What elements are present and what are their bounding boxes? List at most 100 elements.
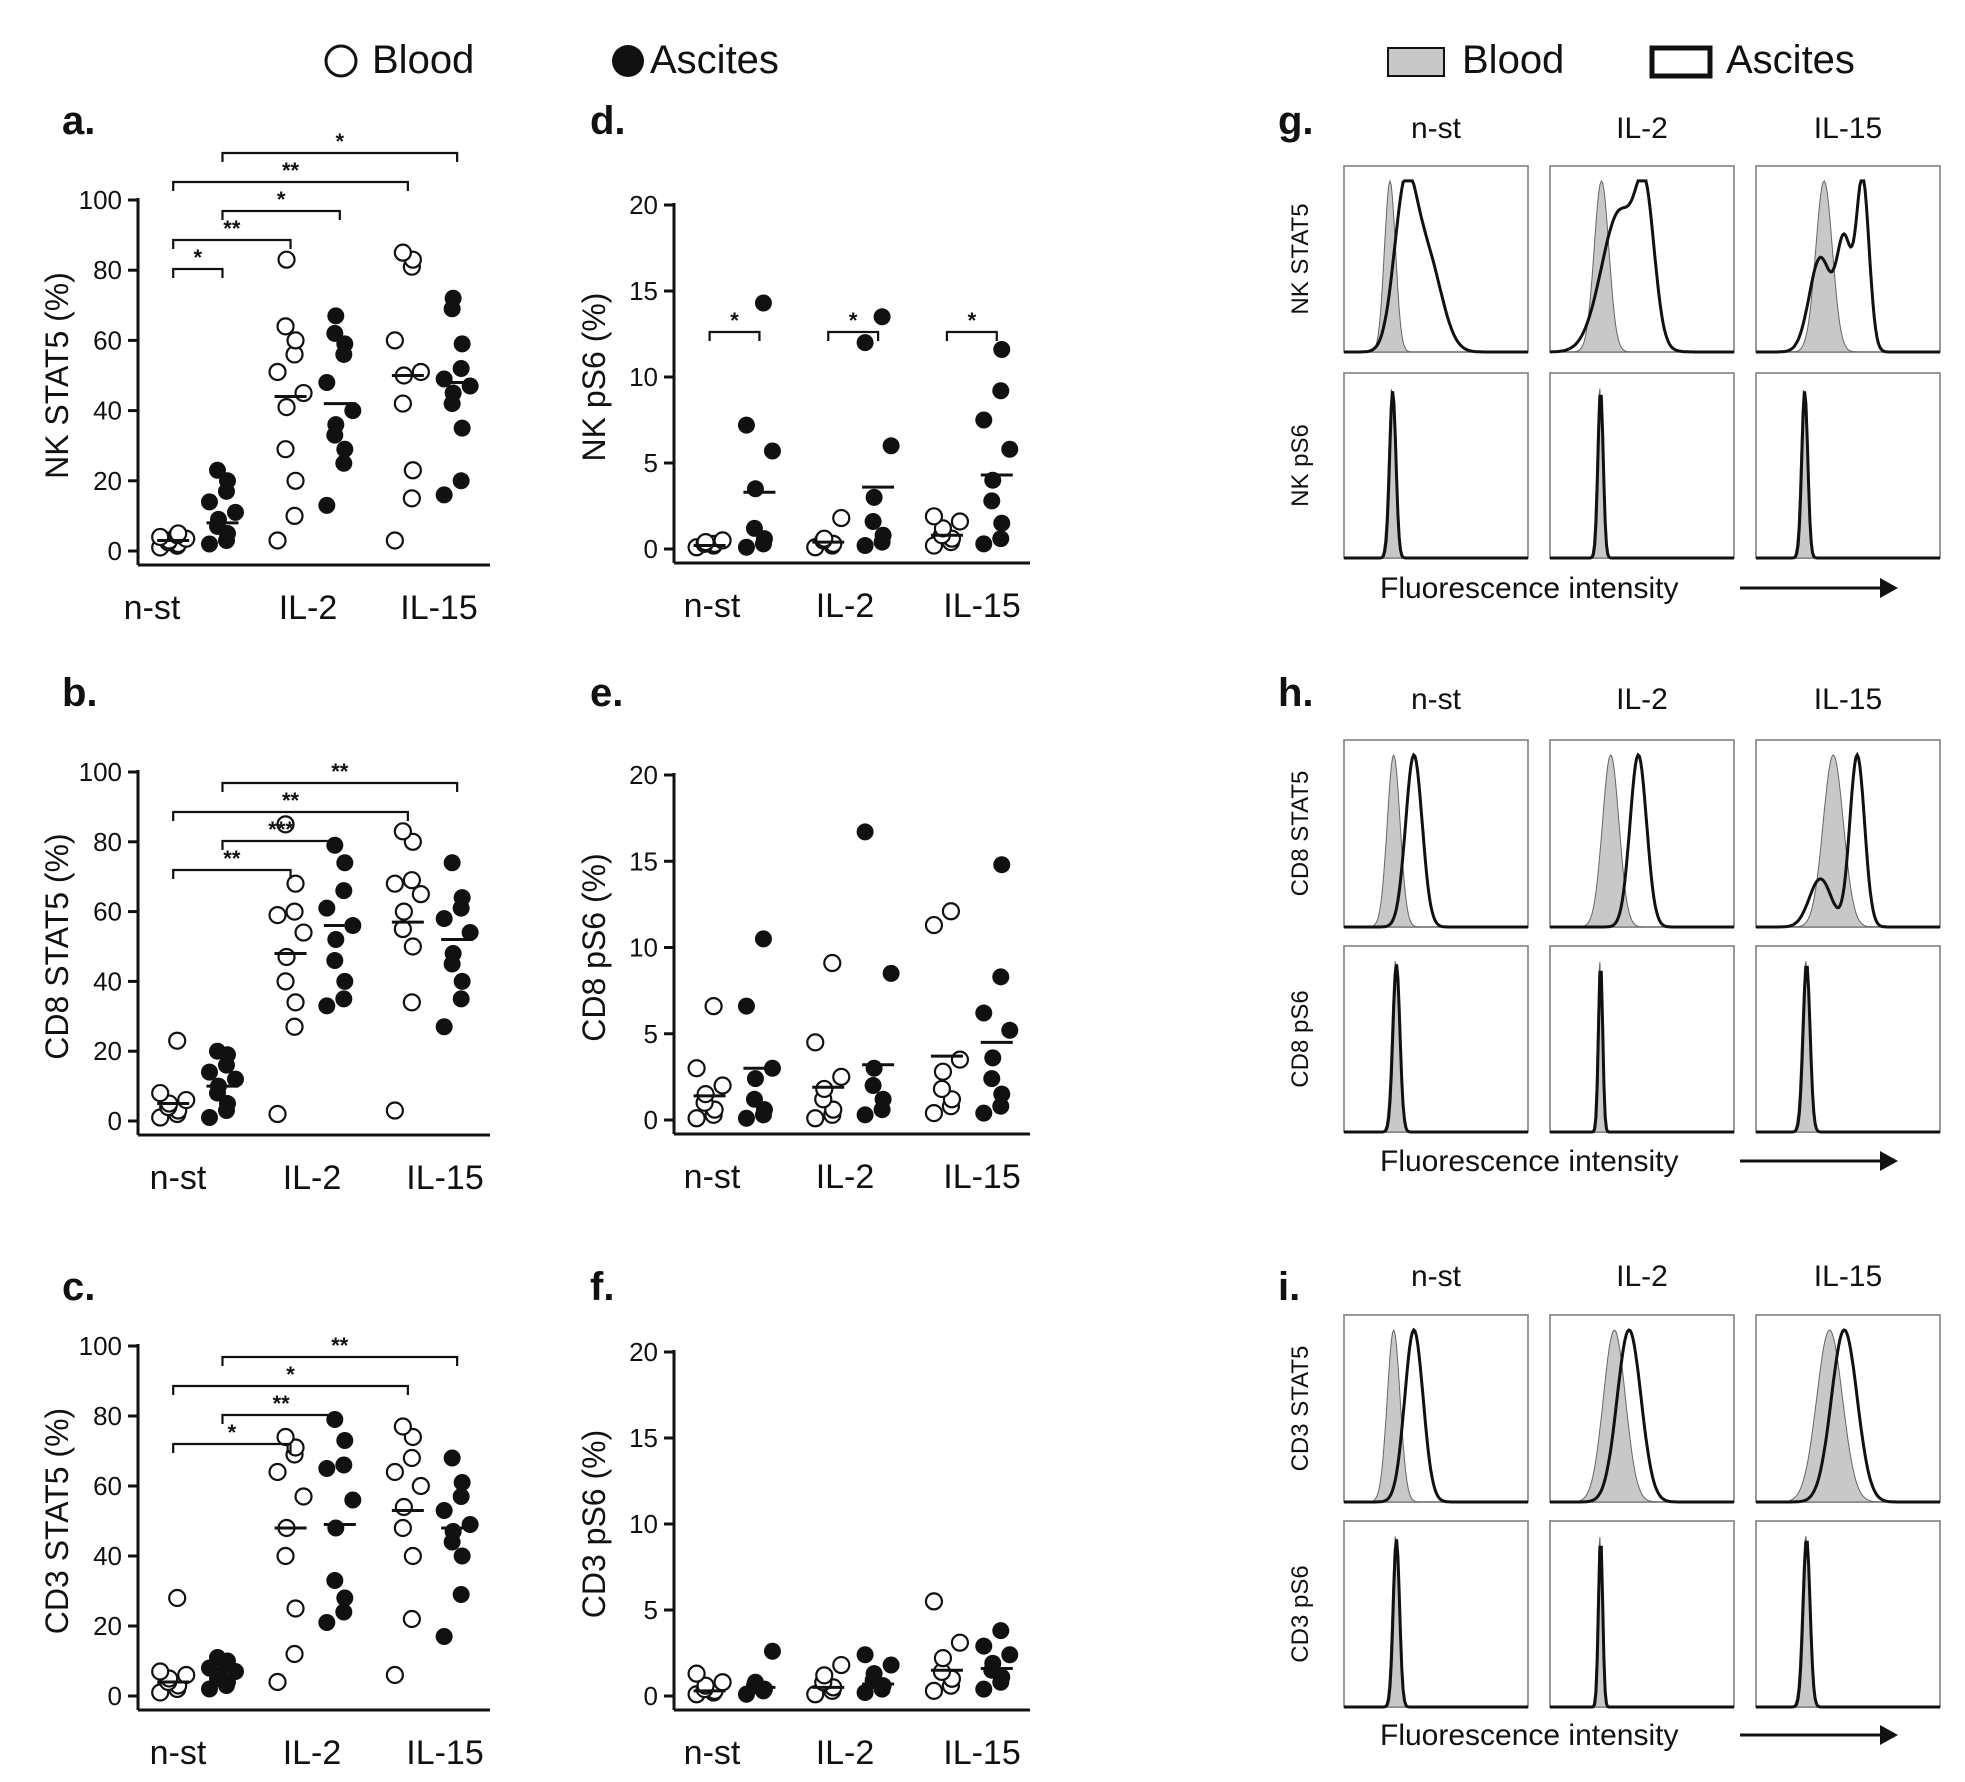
ascites-point (1001, 440, 1019, 458)
blood-point (385, 1665, 404, 1685)
ascites-point (874, 526, 892, 544)
blood-point (815, 1666, 834, 1685)
ascites-point (444, 944, 462, 962)
significance-bracket (172, 1442, 292, 1453)
y-tick-label: 20 (93, 1036, 122, 1066)
blood-point (394, 1497, 413, 1517)
row-title: CD8 STAT5 (1287, 771, 1314, 897)
blood-point (832, 508, 851, 528)
y-tick-label: 60 (93, 1471, 122, 1501)
ascites-point (1001, 1021, 1019, 1039)
y-tick-label: 20 (629, 1337, 658, 1367)
ascites-point (209, 510, 227, 528)
ascites-histogram (1550, 1545, 1734, 1709)
ascites-point (992, 382, 1010, 400)
blood-point (276, 972, 295, 991)
ascites-point (461, 1516, 479, 1533)
column-title-IL-2: IL-2 (1616, 683, 1668, 716)
blood-point (932, 1079, 952, 1099)
intensity-arrow-head (1880, 1151, 1898, 1171)
blood-point (286, 471, 305, 490)
blood-point (924, 1103, 944, 1123)
blood-point (402, 1609, 421, 1629)
ascites-point (327, 307, 345, 325)
significance-label: ** (331, 759, 349, 784)
significance-label: ** (282, 788, 300, 813)
ascites-point (984, 1049, 1002, 1067)
y-tick-label: 5 (644, 1019, 658, 1049)
ascites-point (200, 493, 218, 511)
x-tick-label-n-st: n-st (684, 587, 741, 625)
x-tick-label-IL-15: IL-15 (943, 1158, 1021, 1196)
ascites-point (200, 535, 218, 553)
histogram-frame (1343, 739, 1529, 928)
ascites-point (435, 1018, 453, 1036)
ascites-point (326, 324, 344, 342)
blood-point (286, 993, 305, 1012)
histogram-frame (1343, 945, 1529, 1133)
significance-label: * (277, 187, 286, 212)
ascites-point (864, 512, 882, 530)
blood-point (941, 902, 961, 921)
blood-point (276, 1427, 295, 1447)
ascites-histogram (1550, 179, 1734, 354)
ascites-point (435, 910, 453, 928)
significance-label: * (286, 1362, 295, 1387)
ascites-point (435, 1502, 453, 1519)
y-tick-label: 80 (93, 255, 122, 285)
blood-point (277, 250, 296, 269)
intensity-arrow-head (1880, 1725, 1898, 1745)
y-tick-label: 0 (644, 1105, 658, 1135)
ascites-point (975, 1680, 993, 1698)
ascites-point (1001, 1646, 1019, 1664)
ascites-point (856, 823, 874, 841)
y-tick-label: 60 (93, 897, 122, 927)
blood-legend-label: Blood (372, 38, 474, 82)
panel-label-g: g. (1278, 99, 1314, 143)
blood-point (394, 902, 413, 921)
ascites-point (745, 1090, 763, 1108)
blood-point (924, 915, 944, 935)
blood-hist-label: Blood (1462, 38, 1564, 82)
x-tick-label-n-st: n-st (684, 1734, 741, 1772)
histogram-frame (1755, 372, 1941, 559)
blood-point (832, 1655, 851, 1675)
significance-bracket (221, 1413, 341, 1424)
y-tick-label: 5 (644, 1595, 658, 1625)
column-title-n-st: n-st (1411, 1260, 1462, 1293)
ascites-point (336, 1432, 354, 1449)
blood-point (285, 902, 304, 921)
y-tick-label: 15 (629, 276, 658, 306)
ascites-histogram (1344, 391, 1528, 560)
blood-point (832, 1067, 851, 1086)
blood-point (385, 331, 404, 350)
blood-point (411, 1476, 430, 1496)
y-tick-label: 10 (629, 362, 658, 392)
intensity-arrow-head (1880, 578, 1898, 598)
significance-label: ** (223, 846, 241, 871)
row-title: NK STAT5 (1287, 203, 1314, 314)
ascites-point (882, 964, 900, 982)
ascites-hist-swatch (1649, 45, 1713, 79)
blood-point (403, 937, 422, 956)
ascites-histogram (1756, 751, 1940, 929)
y-axis-title: CD8 STAT5 (%) (39, 833, 75, 1059)
significance-label: * (194, 245, 203, 270)
blood-point (151, 1083, 170, 1103)
blood-point (411, 885, 430, 904)
ascites-point (327, 1519, 345, 1537)
scatter-panel-c: c. 0 20 40 60 80 100 CD3 STAT5 (%) n-st IL-2 IL-15… (39, 1265, 490, 1772)
ascites-point (226, 1070, 244, 1088)
ascites-point (983, 492, 1001, 510)
blood-point (403, 461, 422, 480)
panel-label-c: c. (62, 1265, 95, 1309)
significance-bracket (221, 781, 459, 792)
ascites-histogram (1344, 752, 1528, 929)
x-tick-label-n-st: n-st (150, 1734, 207, 1772)
blood-point (385, 1101, 404, 1120)
significance-bracket (221, 1355, 459, 1366)
ascites-point (737, 538, 755, 556)
ascites-point (763, 1642, 781, 1660)
blood-point (168, 1588, 187, 1608)
